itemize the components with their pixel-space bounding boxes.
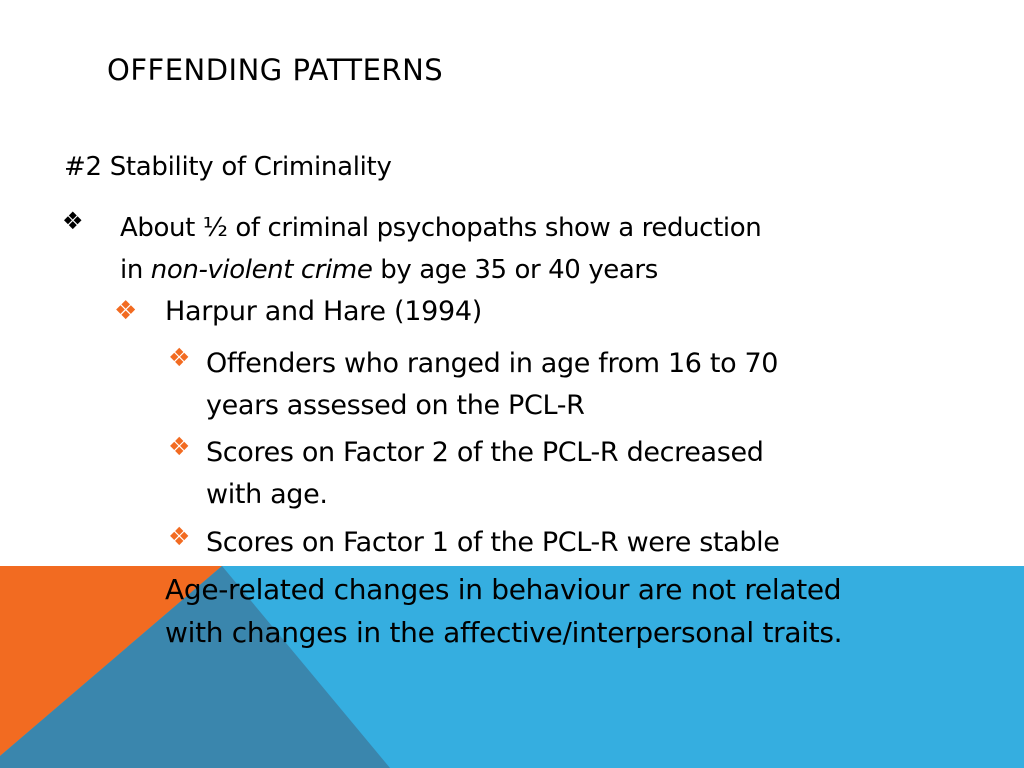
sub-bullet-text: Scores on Factor 1 of the PCL-R were sta…	[206, 522, 780, 564]
conclusion-line: with changes in the affective/interperso…	[165, 616, 843, 649]
section-heading: #2 Stability of Criminality	[64, 152, 392, 182]
diamond-bullet-icon: ❖	[168, 522, 191, 551]
slide-title: Offending Patterns	[107, 53, 444, 87]
line2-prefix: in	[120, 255, 151, 285]
dark-blue-triangle	[0, 566, 390, 768]
bullet-reduction-line1: About ½ of criminal psychopaths show a r…	[120, 213, 762, 243]
bullet-citation: Harpur and Hare (1994)	[165, 296, 482, 327]
conclusion-text: Age-related changes in behaviour are not…	[165, 568, 843, 654]
diamond-bullet-icon: ❖	[168, 432, 191, 461]
sub-bullet-line: Offenders who ranged in age from 16 to 7…	[206, 348, 779, 379]
sub-bullet-line: Scores on Factor 2 of the PCL-R decrease…	[206, 437, 764, 468]
conclusion-line: Age-related changes in behaviour are not…	[165, 573, 842, 606]
sub-bullet-text: Scores on Factor 2 of the PCL-R decrease…	[206, 432, 764, 516]
sub-bullet-line: years assessed on the PCL-R	[206, 390, 585, 421]
diamond-bullet-icon: ❖	[62, 207, 84, 235]
sub-bullet-text: Offenders who ranged in age from 16 to 7…	[206, 343, 778, 427]
diamond-bullet-icon: ❖	[168, 343, 191, 372]
line2-suffix: by age 35 or 40 years	[372, 255, 658, 285]
sub-bullet-line: with age.	[206, 479, 328, 510]
bullet-reduction: About ½ of criminal psychopaths show a r…	[120, 207, 762, 291]
nonviolent-crime-emphasis: non-violent crime	[150, 255, 373, 285]
bullet-reduction-line2: in non-violent crime by age 35 or 40 yea…	[120, 249, 761, 291]
diamond-bullet-icon: ❖	[114, 296, 138, 326]
sub-bullet-line: Scores on Factor 1 of the PCL-R were sta…	[206, 527, 780, 558]
